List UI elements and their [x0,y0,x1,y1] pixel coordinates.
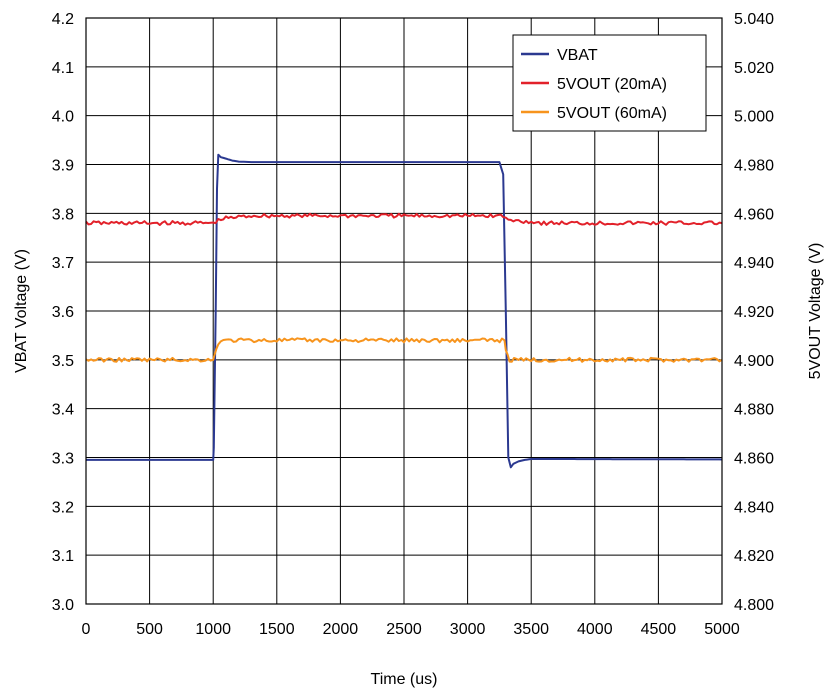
y-right-tick-label: 4.880 [734,402,774,419]
y-right-tick-label: 4.800 [734,597,774,614]
y-right-tick-label: 4.940 [734,255,774,272]
x-tick-label: 3500 [513,621,549,638]
y-left-tick-label: 3.9 [52,158,74,175]
y-right-tick-label: 4.980 [734,158,774,175]
y-left-tick-label: 4.2 [52,11,74,28]
y-left-tick-label: 3.1 [52,548,74,565]
x-tick-label: 500 [136,621,163,638]
y-right-tick-label: 4.900 [734,353,774,370]
series-line-3 [85,337,723,363]
y-left-tick-label: 3.0 [52,597,74,614]
y-left-tick-label: 3.6 [52,304,74,321]
y-left-tick-label: 3.2 [52,499,74,516]
y-left-tick-label: 3.8 [52,206,74,223]
y-left-tick-label: 4.0 [52,109,74,126]
x-tick-label: 4000 [577,621,613,638]
x-tick-label: 0 [82,621,91,638]
y-right-tick-label: 5.020 [734,60,774,77]
series-line-2 [85,212,723,226]
y-right-tick-label: 5.000 [734,109,774,126]
series-lines [85,153,723,469]
x-axis-title: Time (us) [371,671,438,688]
x-tick-label: 2000 [323,621,359,638]
y-right-tick-label: 4.820 [734,548,774,565]
y-right-axis-title: 5VOUT Voltage (V) [807,243,824,380]
y-right-tick-label: 4.960 [734,206,774,223]
y-right-tick-label: 4.840 [734,499,774,516]
y-left-tick-label: 3.4 [52,402,74,419]
series-line-1 [86,153,723,469]
x-tick-label: 3000 [450,621,486,638]
plot-frame [85,17,723,605]
y-left-tick-label: 4.1 [52,60,74,77]
x-tick-label: 1000 [195,621,231,638]
y-right-tick-label: 4.860 [734,451,774,468]
y-right-tick-label: 4.920 [734,304,774,321]
x-tick-label: 2500 [386,621,422,638]
x-tick-label: 1500 [259,621,295,638]
legend-label: 5VOUT (20mA) [557,76,667,93]
legend: VBAT 5VOUT (20mA) 5VOUT (60mA) [512,34,707,132]
y-left-tick-label: 3.5 [52,353,74,370]
y-left-tick-label: 3.7 [52,255,74,272]
y-left-axis-title: VBAT Voltage (V) [13,249,30,373]
tick-labels: 0 500 1000 1500 2000 2500 3000 3500 4000 4500 5000… [52,11,774,638]
x-tick-label: 5000 [704,621,740,638]
y-right-tick-label: 5.040 [734,11,774,28]
y-left-tick-label: 3.3 [52,451,74,468]
x-tick-label: 4500 [641,621,677,638]
legend-label: 5VOUT (60mA) [557,105,667,122]
legend-label: VBAT [557,47,598,64]
